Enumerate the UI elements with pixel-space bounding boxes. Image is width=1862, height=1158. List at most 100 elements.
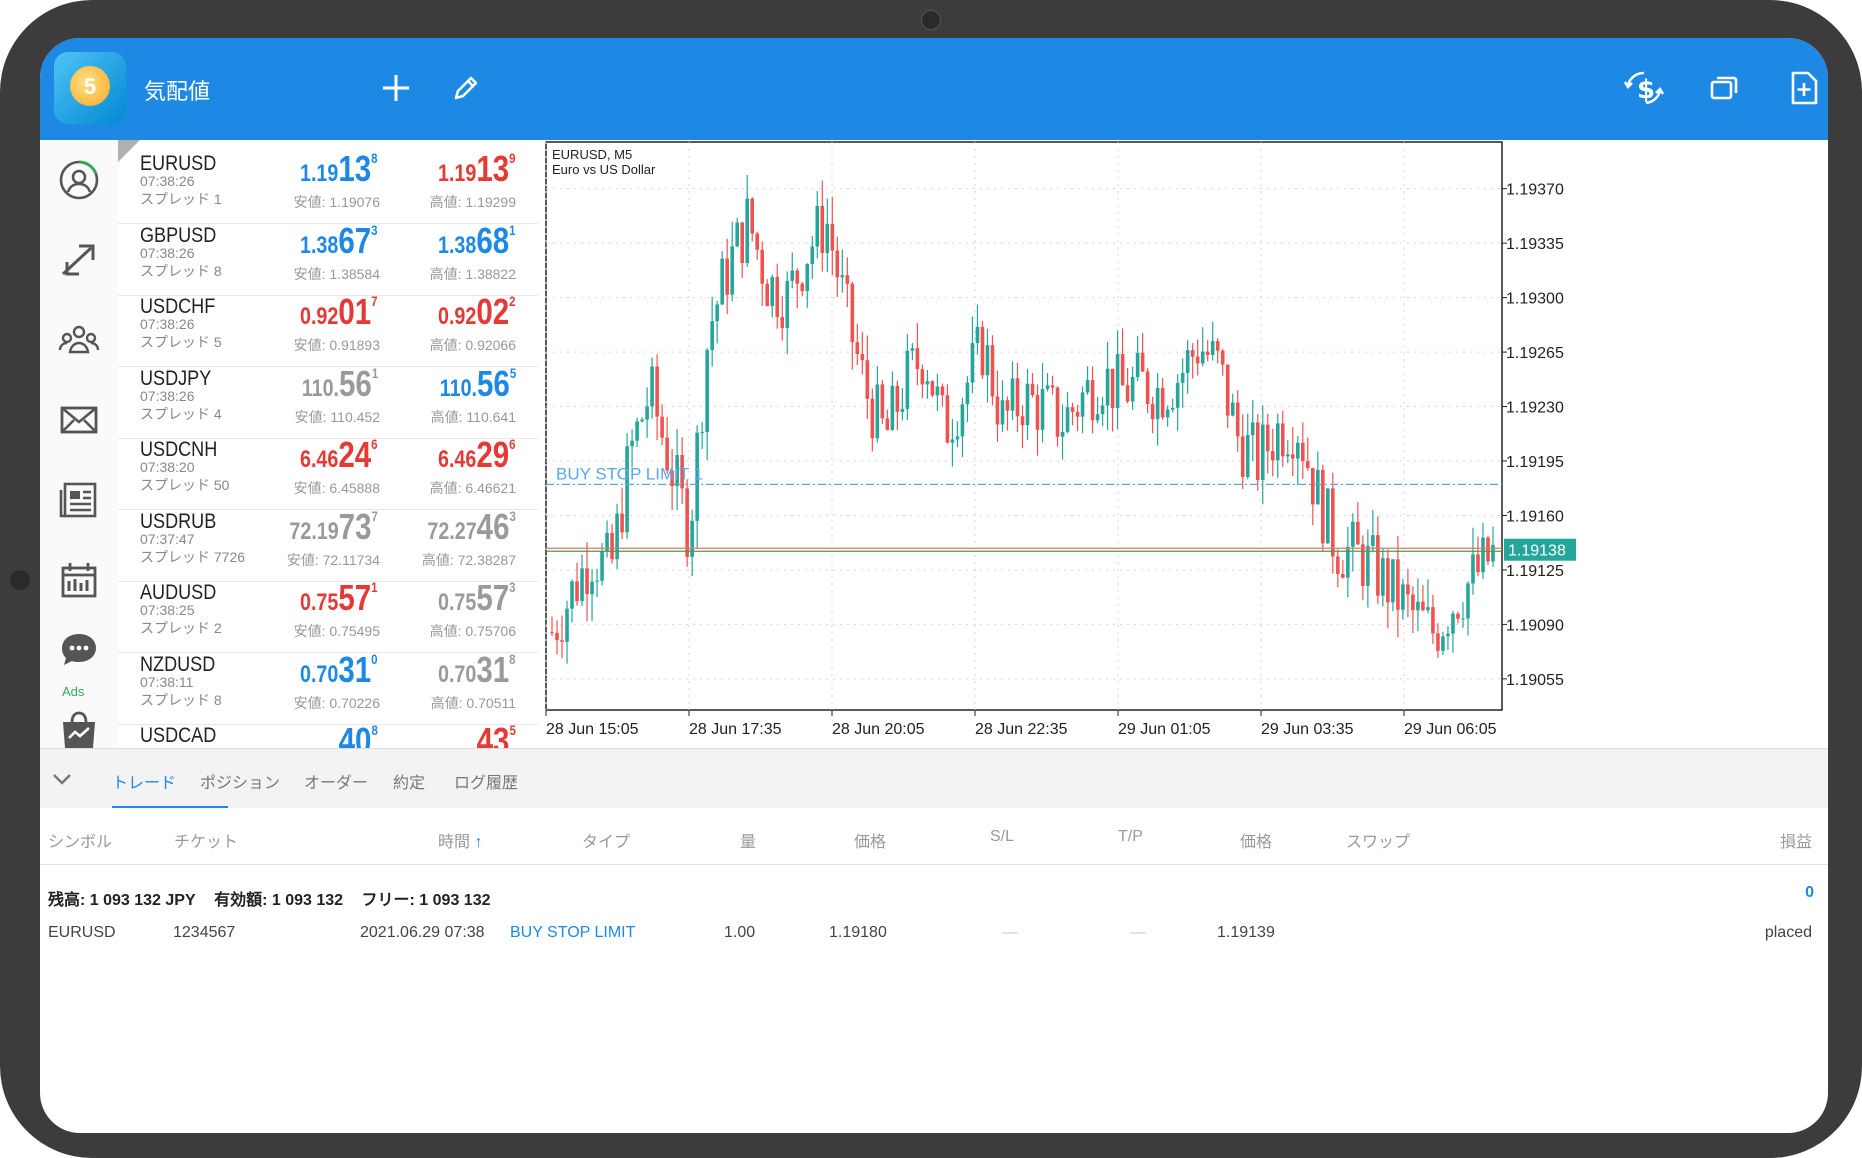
col-type[interactable]: タイプ <box>582 834 631 851</box>
chart-panel[interactable]: 1.19370 1.19335 1.19300 1.19265 1.19230 1.191… <box>540 140 1828 748</box>
quote-row-usdcnh[interactable]: USDCNH 07:38:20 スプレッド 50 6.46246 6.46296 安値: … <box>118 426 538 510</box>
y-tick-label: 1.19125 <box>1506 563 1564 580</box>
trade-arrows-icon[interactable] <box>40 220 118 300</box>
candle-body <box>970 343 975 383</box>
candle-body <box>1341 573 1345 578</box>
low-value: 安値: 1.38584 <box>293 265 380 282</box>
col-profit[interactable]: 損益 <box>1779 834 1812 851</box>
new-document-icon[interactable] <box>1778 62 1828 114</box>
tab-orders[interactable]: オーダー <box>304 775 369 792</box>
col-price[interactable]: 価格 <box>854 834 887 851</box>
bid-price-big: 56 <box>338 362 372 404</box>
ask-price: 6.46296 <box>438 434 516 475</box>
quote-row-eurusd[interactable]: EURUSD 07:38:26 スプレッド 1 1.19138 1.19139 安値: 1… <box>118 140 538 224</box>
community-icon[interactable] <box>40 300 118 380</box>
col-swap[interactable]: スワップ <box>1346 834 1411 851</box>
col-symbol[interactable]: シンボル <box>48 834 113 851</box>
quote-row-gbpusd[interactable]: GBPUSD 07:38:26 スプレッド 8 1.38673 1.38681 安値: 1… <box>118 212 538 296</box>
candle-body <box>1185 350 1190 373</box>
current-price-label: 1.19138 <box>1508 543 1566 560</box>
ask-price-head: 6.46 <box>438 446 477 473</box>
equity-value: 有効額: 1 093 132 <box>214 892 344 909</box>
table-row[interactable]: EURUSD 1234567 2021.06.29 07:38 BUY STOP… <box>40 914 1828 954</box>
calendar-icon[interactable] <box>40 540 118 620</box>
candle-body <box>605 532 609 551</box>
pencil-icon[interactable] <box>440 62 492 114</box>
candle-body <box>1255 422 1260 481</box>
candle-body <box>830 223 835 251</box>
candle-body <box>1020 416 1025 426</box>
candle-body <box>1481 537 1485 573</box>
candle-body <box>1411 594 1415 611</box>
bid-price-pip: 3 <box>371 221 378 238</box>
quote-spread: スプレッド 2 <box>140 620 222 636</box>
candle-body <box>820 205 825 254</box>
col-volume[interactable]: 量 <box>740 834 757 851</box>
candle-body <box>1035 395 1040 430</box>
candle-body <box>1336 556 1340 574</box>
quote-row-usdjpy[interactable]: USDJPY 07:38:26 スプレッド 4 110.561 110.565 安値: 1… <box>118 355 538 439</box>
terminal-tabs: トレード ポジション オーダー 約定 ログ履歴 <box>40 748 1828 809</box>
ask-price-big: 02 <box>476 291 510 332</box>
market-icon[interactable] <box>40 690 118 770</box>
account-summary: 残高: 1 093 132 JPY 有効額: 1 093 132 フリー: 1 … <box>48 886 505 910</box>
quote-row-usdcad[interactable]: USDCAD 408 435 <box>118 712 538 748</box>
tab-journal[interactable]: ログ履歴 <box>454 775 519 792</box>
candle-body <box>875 384 880 439</box>
ask-price-big: 29 <box>476 434 510 475</box>
tab-deals[interactable]: 約定 <box>393 775 426 792</box>
col-current-price[interactable]: 価格 <box>1240 834 1273 851</box>
tab-positions[interactable]: ポジション <box>200 775 281 792</box>
candle-body <box>1290 454 1295 459</box>
mail-icon[interactable] <box>40 380 118 460</box>
col-tp[interactable]: T/P <box>1118 828 1143 845</box>
col-sl[interactable]: S/L <box>990 828 1015 845</box>
quote-symbol: USDCAD <box>140 724 217 747</box>
x-tick-label: 28 Jun 15:05 <box>546 721 639 738</box>
candle-body <box>650 366 654 407</box>
y-tick-label: 1.19370 <box>1506 182 1564 199</box>
ask-price-head: 1.38 <box>438 231 477 259</box>
news-icon[interactable] <box>40 460 118 540</box>
bid-price: 0.70310 <box>300 649 378 690</box>
col-ticket[interactable]: チケット <box>174 834 239 851</box>
ask-price-big: 43 <box>476 720 510 748</box>
chart-symbol-label: EURUSD, M5 <box>552 147 632 162</box>
tab-trade[interactable]: トレード <box>112 775 177 792</box>
high-value: 高値: 6.46621 <box>429 480 516 496</box>
quote-time: 07:38:26 <box>140 387 195 404</box>
top-bar: 5 気配値 $ <box>40 38 1828 140</box>
candle-body <box>660 416 664 438</box>
bid-price: 6.46246 <box>300 434 378 475</box>
account-icon[interactable] <box>40 140 118 220</box>
candle-body <box>795 270 800 284</box>
candle-body <box>965 382 970 405</box>
order-status: placed <box>1764 924 1812 941</box>
bid-price-big: 67 <box>338 219 372 261</box>
quote-row-usdrub[interactable]: USDRUB 07:37:47 スプレッド 7726 72.19737 72.27463… <box>118 498 538 582</box>
candle-body <box>590 581 594 595</box>
candle-body <box>665 437 669 471</box>
quote-time: 07:38:26 <box>140 316 195 332</box>
windows-icon[interactable] <box>1698 62 1750 114</box>
chat-icon[interactable] <box>40 610 118 690</box>
col-time-label: 時間 <box>438 834 471 851</box>
ask-price: 1.38681 <box>438 220 516 261</box>
bid-price-big: 13 <box>338 148 372 189</box>
candle-body <box>1190 350 1195 357</box>
bid-price-pip: 0 <box>371 650 378 667</box>
bid-price: 1.38673 <box>300 220 378 261</box>
quote-row-audusd[interactable]: AUDUSD 07:38:25 スプレッド 2 0.75571 0.75573 安値: 0… <box>118 569 538 653</box>
candle-body <box>1070 407 1075 412</box>
chevron-down-icon[interactable] <box>50 767 74 791</box>
price-chart[interactable]: 1.19370 1.19335 1.19300 1.19265 1.19230 1.191… <box>540 140 1828 748</box>
x-tick-label: 29 Jun 03:35 <box>1261 721 1354 738</box>
col-time[interactable]: 時間 ↑ <box>438 828 482 852</box>
quote-row-nzdusd[interactable]: NZDUSD 07:38:11 スプレッド 8 0.70310 0.70318 安値: 0… <box>118 641 538 725</box>
quote-row-usdchf[interactable]: USDCHF 07:38:26 スプレッド 5 0.92017 0.92022 安値: 0… <box>118 283 538 367</box>
exchange-dollar-icon[interactable]: $ <box>1618 62 1670 114</box>
ask-price: 110.565 <box>440 363 516 404</box>
add-icon[interactable] <box>370 62 422 114</box>
quotes-list: EURUSD 07:38:26 スプレッド 1 1.19138 1.19139 安値: 1… <box>118 140 538 748</box>
total-profit: 0 <box>1805 884 1814 901</box>
